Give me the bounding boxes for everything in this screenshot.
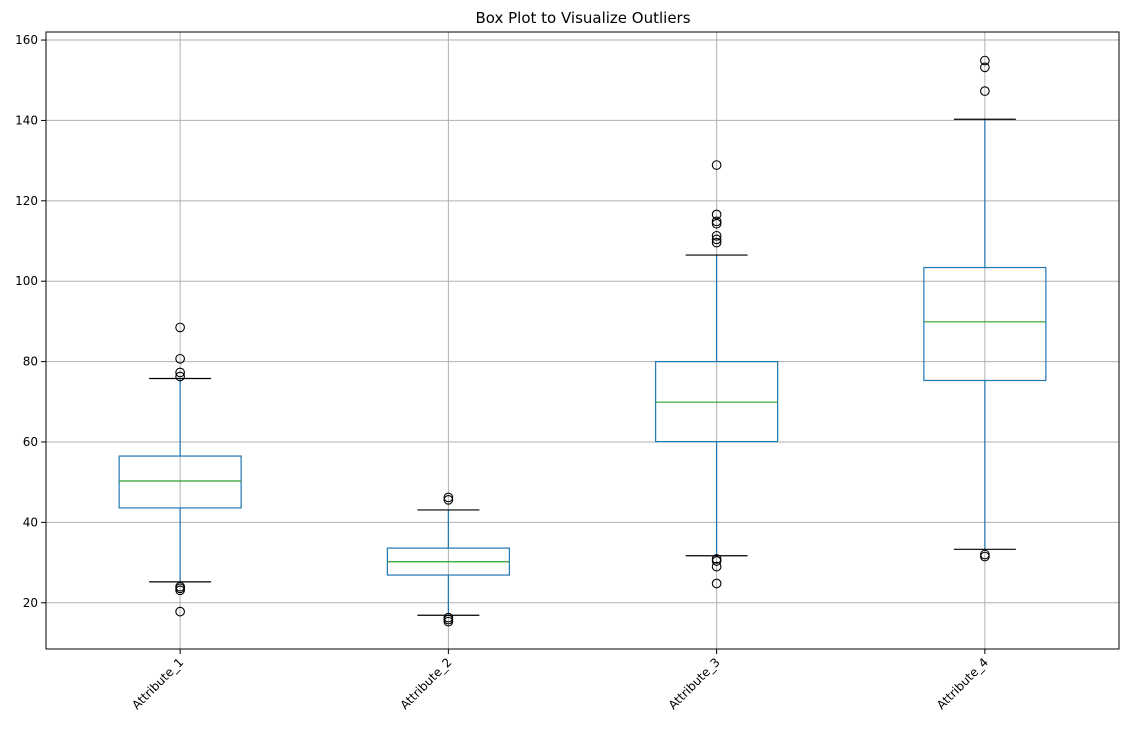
iqr-box [923, 266, 1047, 382]
outlier-point [443, 495, 454, 505]
y-tick-label: 120 [15, 194, 38, 208]
x-tick-label: Attribute_1 [129, 655, 186, 712]
y-tick-label: 160 [15, 33, 38, 47]
outlier-point [711, 561, 722, 572]
box-group-attribute-3 [655, 160, 779, 589]
y-tick-label: 40 [23, 515, 38, 529]
outlier-point [175, 322, 185, 333]
y-tick-label: 80 [23, 355, 38, 369]
outlier-point [711, 556, 722, 566]
x-tick-label: Attribute_2 [397, 655, 454, 712]
chart-title: Box Plot to Visualize Outliers [475, 9, 690, 27]
y-tick-label: 140 [15, 113, 38, 127]
outlier-point [175, 371, 185, 382]
outlier-point [443, 492, 454, 503]
y-tick-label: 20 [23, 596, 38, 610]
outlier-point [175, 606, 185, 617]
outlier-point [175, 585, 185, 596]
outlier-point [980, 86, 990, 96]
y-axis: 20 40 60 80 100 120 140 160 [15, 33, 46, 610]
outlier-point [711, 218, 722, 229]
outlier-point [980, 551, 990, 562]
iqr-box [118, 455, 242, 509]
outlier-point [711, 209, 722, 220]
x-tick-label: Attribute_4 [934, 655, 991, 712]
outlier-point [711, 234, 722, 245]
outlier-point [175, 367, 185, 378]
outlier-point [175, 353, 185, 364]
box-group-attribute-1 [118, 322, 242, 617]
box-group-attribute-2 [386, 492, 510, 627]
outlier-point [711, 230, 722, 241]
iqr-box [655, 361, 779, 443]
x-axis: Attribute_1 Attribute_2 Attribute_3 Attribu… [129, 649, 991, 712]
box-group-attribute-4 [923, 55, 1047, 562]
plot-frame [45, 31, 1120, 650]
outlier-point [980, 62, 990, 73]
outlier-point [711, 237, 722, 248]
outlier-point [711, 216, 722, 227]
y-tick-label: 60 [23, 435, 38, 449]
y-tick-label: 100 [15, 274, 38, 288]
outlier-point [980, 55, 990, 66]
outlier-point [711, 160, 722, 170]
x-tick-label: Attribute_3 [666, 655, 723, 712]
outlier-point [711, 578, 722, 589]
grid-layer [46, 32, 1119, 649]
plot-layer [118, 55, 1047, 627]
outlier-point [443, 616, 454, 627]
